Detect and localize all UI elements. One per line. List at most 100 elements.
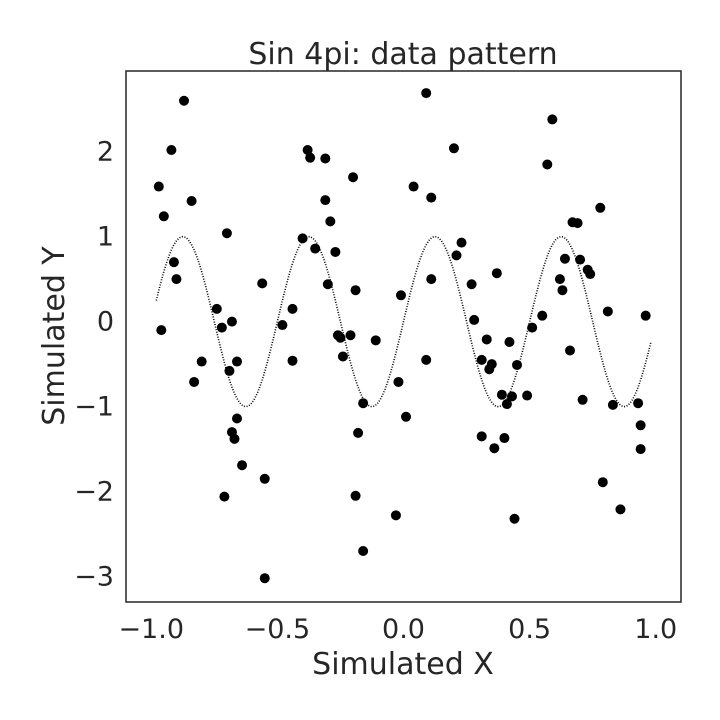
data-point <box>168 257 179 268</box>
data-point <box>421 354 432 365</box>
data-point <box>224 365 235 376</box>
data-point <box>353 427 364 438</box>
data-point <box>335 332 346 343</box>
data-point <box>565 345 575 356</box>
data-point <box>633 398 644 409</box>
data-point <box>219 491 230 502</box>
data-point <box>476 354 487 365</box>
data-point <box>348 172 359 183</box>
data-point <box>595 202 606 213</box>
x-tick-label: 1.0 <box>634 614 677 645</box>
data-point <box>345 330 356 341</box>
data-point <box>640 310 651 321</box>
data-point <box>259 473 270 484</box>
data-point <box>421 88 432 99</box>
data-point <box>350 490 361 501</box>
x-tick-label: −1.0 <box>118 614 184 645</box>
data-point <box>358 398 369 409</box>
data-point <box>489 443 500 454</box>
data-point <box>401 411 412 422</box>
y-tick-label: −3 <box>74 562 114 593</box>
data-point <box>287 355 298 366</box>
sine-curve <box>155 235 652 408</box>
x-tick-label: −0.5 <box>245 614 311 645</box>
data-point <box>509 513 520 524</box>
data-point <box>221 228 232 239</box>
data-point <box>547 114 558 125</box>
data-point <box>186 195 197 206</box>
data-point <box>310 243 321 254</box>
data-point <box>451 250 462 261</box>
data-point <box>320 195 331 206</box>
y-axis: −3 −2 −1 0 1 2 <box>74 137 114 593</box>
y-axis-label: Simulated Y <box>37 246 72 426</box>
data-point <box>496 389 507 400</box>
data-point <box>358 546 369 557</box>
data-point <box>537 310 548 321</box>
data-point <box>607 399 618 410</box>
data-point <box>597 477 608 488</box>
data-point <box>259 573 270 584</box>
data-point <box>305 152 316 163</box>
data-point <box>408 181 419 192</box>
data-point <box>469 314 480 325</box>
data-point <box>635 444 646 455</box>
x-axis-label: Simulated X <box>312 647 494 682</box>
data-point <box>350 285 361 296</box>
y-tick-label: 0 <box>97 307 114 338</box>
plot-frame <box>125 70 682 603</box>
data-point <box>448 143 459 154</box>
data-point <box>501 399 512 410</box>
data-point <box>297 233 308 244</box>
data-point <box>196 356 207 367</box>
data-point <box>486 359 497 370</box>
y-tick-label: −1 <box>74 392 114 423</box>
y-tick-label: 1 <box>97 222 114 253</box>
data-point <box>156 325 167 336</box>
x-axis: −1.0 −0.5 0.0 0.5 1.0 <box>118 614 677 645</box>
data-point <box>166 145 177 156</box>
data-point <box>559 253 570 264</box>
data-point <box>153 181 164 192</box>
data-point <box>229 433 240 444</box>
data-point <box>499 433 510 444</box>
data-point <box>522 390 533 401</box>
data-point <box>237 460 248 471</box>
data-point <box>390 510 401 521</box>
plot-area <box>153 88 652 584</box>
data-point <box>635 420 646 431</box>
data-point <box>216 322 227 333</box>
data-point <box>615 504 626 515</box>
y-tick-label: −2 <box>74 477 114 508</box>
data-point <box>527 322 538 333</box>
data-point <box>211 303 222 314</box>
x-tick-label: 0.5 <box>508 614 551 645</box>
data-point <box>542 159 553 170</box>
data-point <box>491 268 502 279</box>
data-point <box>171 274 182 285</box>
data-point <box>602 306 613 317</box>
data-point <box>325 216 336 227</box>
data-point <box>322 279 333 290</box>
data-point <box>189 376 200 387</box>
x-tick-label: 0.0 <box>382 614 425 645</box>
data-point <box>179 95 190 106</box>
data-point <box>370 335 381 346</box>
data-point <box>320 153 331 164</box>
data-point <box>577 394 588 405</box>
data-point <box>277 320 288 331</box>
data-point <box>232 413 242 424</box>
y-tick-label: 2 <box>97 137 114 168</box>
data-point <box>158 211 169 222</box>
data-point <box>232 356 242 367</box>
data-point <box>257 278 268 289</box>
data-point <box>395 290 406 301</box>
data-point <box>226 316 237 327</box>
data-point <box>512 359 523 370</box>
data-point <box>506 391 517 402</box>
data-point <box>426 192 437 203</box>
data-point <box>554 274 565 285</box>
data-point <box>481 334 492 345</box>
data-point <box>572 218 583 229</box>
data-point <box>585 269 596 280</box>
